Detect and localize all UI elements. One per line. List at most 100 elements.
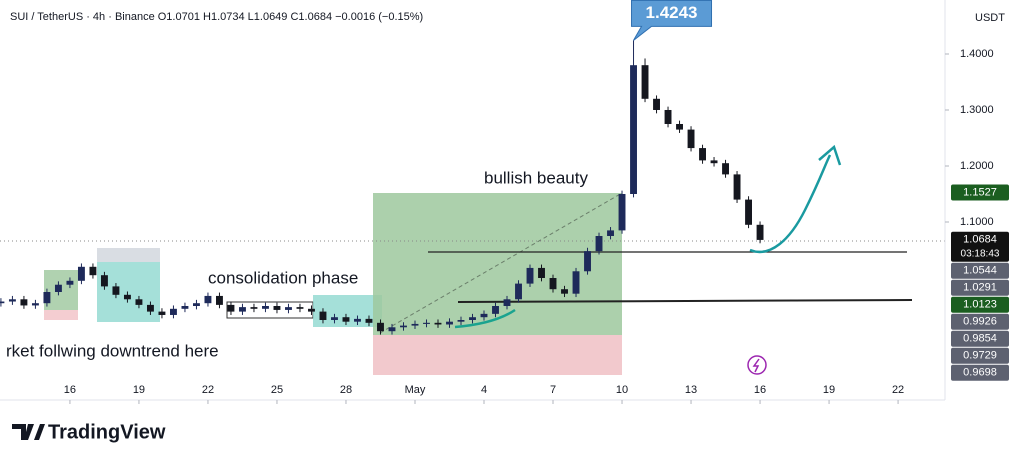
price-tag <box>951 330 1009 347</box>
candle-body <box>181 306 189 309</box>
price-tag-label: 1.0544 <box>963 265 997 277</box>
price-tag-label: 1.0123 <box>963 299 997 311</box>
x-tick-label: 4 <box>481 384 487 396</box>
candle-body <box>377 322 384 332</box>
candle-body <box>745 199 752 225</box>
peak-label: 1.4243 <box>646 3 698 22</box>
candle-body <box>549 278 557 290</box>
candle-body <box>8 299 16 302</box>
price-tag <box>951 347 1009 364</box>
x-tick-label: 19 <box>133 384 145 396</box>
candle-body <box>158 311 166 315</box>
candle-body <box>239 307 246 312</box>
logo: TradingView <box>12 421 166 443</box>
candle-body <box>123 294 131 300</box>
brand: TradingView <box>48 421 166 443</box>
price-tag-label: 0.9729 <box>963 350 997 362</box>
logo-mark <box>12 424 45 440</box>
candle-body <box>273 306 281 310</box>
price-tag-label: 0.9926 <box>963 316 997 328</box>
candle-body <box>112 286 120 295</box>
candle-body <box>354 318 361 322</box>
candle-body <box>400 325 407 328</box>
candle-body <box>43 292 51 304</box>
x-tick-label: 22 <box>202 384 214 396</box>
candle-body <box>515 283 522 300</box>
candle-body <box>319 311 327 321</box>
curve <box>454 308 516 329</box>
zone <box>97 262 160 322</box>
zone <box>44 310 78 320</box>
candle-body <box>227 304 235 312</box>
candle-body <box>584 251 591 272</box>
y-tick-label: 1.2000 <box>960 160 994 172</box>
price-tag <box>951 262 1009 279</box>
price-tag <box>951 231 1009 262</box>
level-line <box>457 299 913 303</box>
candle-body <box>641 65 649 99</box>
candle-body <box>146 304 154 312</box>
countdown: 03:18:43 <box>961 248 1000 259</box>
candle-body <box>664 109 672 124</box>
candle-body <box>434 322 442 325</box>
candle-body <box>77 266 85 281</box>
candle-body <box>0 301 5 304</box>
trend-line <box>379 192 623 334</box>
peak-callout <box>631 0 713 41</box>
candle-body <box>572 271 580 294</box>
candle-body <box>308 308 315 312</box>
candle-body <box>526 267 534 284</box>
x-tick-label: 16 <box>64 384 76 396</box>
candles <box>0 40 764 335</box>
price-tag <box>951 313 1009 330</box>
arrow-head <box>818 144 842 166</box>
x-tick-label: 7 <box>550 384 556 396</box>
candle-body <box>722 163 729 175</box>
x-tick-label: May <box>405 384 426 396</box>
candle-body <box>756 224 764 240</box>
candle-body <box>193 303 200 307</box>
candle-body <box>492 306 499 314</box>
zone <box>373 335 622 375</box>
y-tick-label: 1.1000 <box>960 216 994 228</box>
event-icon <box>752 358 760 373</box>
annotation: bullish beauty <box>484 168 588 187</box>
candle-body <box>423 322 430 324</box>
candle-body <box>331 317 338 321</box>
candle-body <box>411 323 419 326</box>
candle-body <box>204 295 212 304</box>
price-tag-label: 1.0291 <box>963 282 997 294</box>
candle-body <box>607 230 614 236</box>
candle-body <box>66 280 74 285</box>
candle-body <box>618 193 626 231</box>
x-tick-label: 13 <box>685 384 697 396</box>
price-tag-label: 1.1527 <box>963 186 997 198</box>
candle-body <box>388 327 396 332</box>
candle-body <box>710 160 718 164</box>
y-tick-label: 1.4000 <box>960 48 994 60</box>
candle-body <box>296 307 304 309</box>
candle-body <box>446 321 453 325</box>
currency: USDT <box>975 12 1005 24</box>
arrow <box>749 154 832 254</box>
candle-body <box>89 266 97 276</box>
price-tag-label: 1.0684 <box>963 234 997 246</box>
candle-body <box>216 295 223 305</box>
price-tag <box>951 279 1009 296</box>
candle-body <box>561 289 568 294</box>
candle-body <box>538 267 545 279</box>
candle-body <box>169 308 177 315</box>
annotation: consolidation phase <box>208 268 358 287</box>
y-tick-label: 1.3000 <box>960 104 994 116</box>
x-tick-label: 28 <box>340 384 352 396</box>
price-tag <box>951 364 1009 381</box>
candle-body <box>595 235 603 252</box>
candle-body <box>733 174 741 200</box>
price-tag <box>951 184 1009 201</box>
annotation: rket follwing downtrend here <box>6 341 219 360</box>
x-tick-label: 16 <box>754 384 766 396</box>
candle-body <box>285 307 292 310</box>
candle-body <box>480 313 488 318</box>
price-tag-label: 0.9698 <box>963 367 997 379</box>
